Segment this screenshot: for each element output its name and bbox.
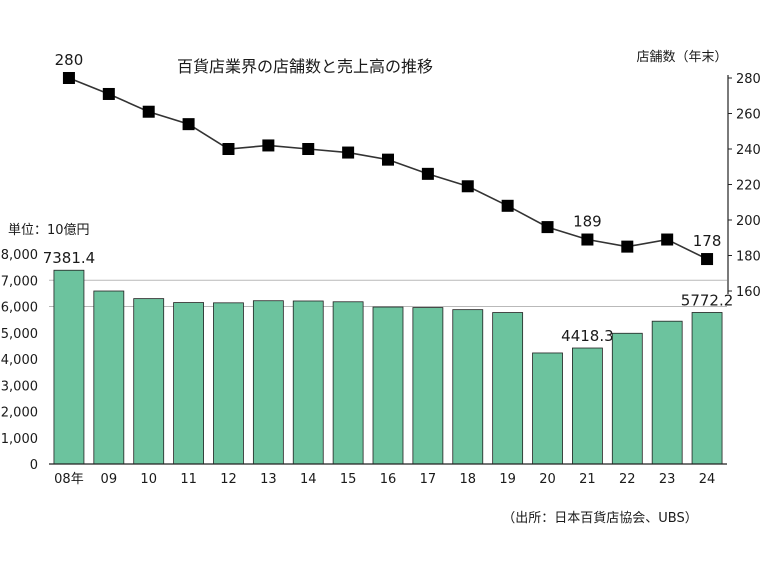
bar-value-label: 4418.3 <box>561 327 614 345</box>
x-tick-label: 12 <box>220 472 237 487</box>
left-tick-label: 1,000 <box>1 432 38 447</box>
bar-13 <box>252 300 284 465</box>
store-count-point-09 <box>102 87 115 100</box>
right-axis: 160 180 200 220 240 260 280 <box>727 72 760 300</box>
chart-title: 百貨店業界の店舗数と売上高の推移 <box>177 57 433 76</box>
store-count-point-21 <box>581 233 594 246</box>
x-tick-label: 09 <box>101 472 118 487</box>
store-count-point-17 <box>421 167 434 180</box>
line-value-label: 178 <box>693 232 722 250</box>
bar-24 <box>691 312 723 465</box>
left-tick-label: 5,000 <box>1 327 38 342</box>
x-tick-label: 14 <box>300 472 317 487</box>
right-tick-label: 280 <box>736 72 760 87</box>
bar-10 <box>133 298 165 465</box>
store-count-point-23 <box>661 233 674 246</box>
store-count-point-15 <box>342 146 355 159</box>
x-tick-label: 24 <box>699 472 716 487</box>
right-tick-label: 200 <box>736 214 760 229</box>
store-count-point-11 <box>182 118 195 131</box>
right-tick-label: 220 <box>736 179 760 194</box>
left-tick-label: 3,000 <box>1 379 38 394</box>
store-count-point-14 <box>302 143 315 155</box>
x-tick-label: 22 <box>619 472 636 487</box>
store-count-point-13 <box>262 139 275 152</box>
left-tick-label: 2,000 <box>1 406 38 421</box>
store-count-point-16 <box>382 153 394 166</box>
right-tick-label: 160 <box>736 285 760 300</box>
x-tick-label: 11 <box>180 472 197 487</box>
right-axis-label: 店舗数（年末） <box>636 50 727 65</box>
bar-23 <box>651 320 683 465</box>
x-tick-label: 10 <box>140 472 157 487</box>
x-tick-label: 21 <box>579 472 596 487</box>
source-note: （出所：日本百貨店協会、UBS） <box>502 510 697 526</box>
left-tick-label: 7,000 <box>1 274 38 289</box>
bar-12 <box>213 302 244 465</box>
x-tick-label: 18 <box>459 472 476 487</box>
line-series <box>62 72 714 266</box>
right-tick-label: 180 <box>736 250 760 265</box>
left-tick-label: 0 <box>30 458 38 473</box>
x-axis-ticks: 08年 09 10 11 12 13 14 15 16 17 18 19 20 21 22 23 24 <box>54 472 715 487</box>
x-tick-label: 16 <box>380 472 397 487</box>
right-tick-label: 260 <box>736 108 760 123</box>
bar-22 <box>611 332 643 465</box>
line-value-label: 189 <box>573 213 602 231</box>
x-tick-label: 19 <box>499 472 516 487</box>
bar-11 <box>173 302 204 465</box>
right-tick-label: 240 <box>736 143 760 158</box>
x-tick-label: 15 <box>340 472 357 487</box>
data-labels: 7381.4 4418.3 5772.2 280 189 178 <box>43 51 734 345</box>
x-tick-label: 13 <box>260 472 277 487</box>
store-count-point-12 <box>222 143 235 155</box>
x-tick-label: 20 <box>539 472 556 487</box>
bar-16 <box>372 306 404 465</box>
store-count-point-08年 <box>62 72 75 84</box>
bar-09 <box>93 290 125 465</box>
line-value-label: 280 <box>55 51 84 69</box>
x-tick-label: 17 <box>420 472 437 487</box>
left-axis-ticks: 0 1,000 2,000 3,000 4,000 5,000 6,000 7,000 8,00… <box>1 248 38 473</box>
store-count-point-18 <box>461 180 474 193</box>
bar-20 <box>532 352 563 465</box>
left-tick-label: 6,000 <box>1 301 38 316</box>
left-axis-unit: 単位：10億円 <box>8 222 90 238</box>
store-count-point-19 <box>501 199 514 212</box>
store-count-point-20 <box>541 221 554 234</box>
bar-08年 <box>53 269 85 465</box>
x-tick-label: 08年 <box>54 472 84 487</box>
bar-21 <box>572 347 603 465</box>
bar-14 <box>292 300 324 465</box>
left-tick-label: 8,000 <box>1 248 38 263</box>
bar-17 <box>412 307 444 465</box>
x-tick-label: 23 <box>659 472 676 487</box>
store-count-point-10 <box>142 105 155 118</box>
bar-value-label: 5772.2 <box>681 291 734 309</box>
store-count-point-24 <box>701 253 714 266</box>
bar-series <box>53 269 723 465</box>
bar-value-label: 7381.4 <box>43 249 96 267</box>
bar-15 <box>332 301 364 465</box>
bar-18 <box>452 309 484 465</box>
store-count-line <box>68 77 708 260</box>
bar-19 <box>492 312 524 465</box>
left-tick-label: 4,000 <box>1 353 38 368</box>
store-count-point-22 <box>621 240 634 253</box>
